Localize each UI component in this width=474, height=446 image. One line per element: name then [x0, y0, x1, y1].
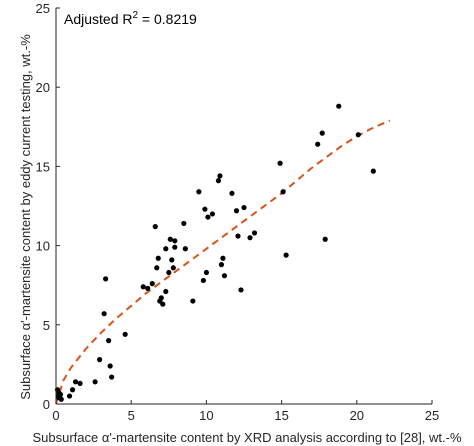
data-point — [170, 265, 176, 271]
y-tick-label: 5 — [43, 318, 50, 333]
y-tick-label: 25 — [36, 1, 50, 16]
data-point — [163, 246, 169, 252]
data-point — [283, 252, 289, 258]
data-point — [77, 380, 83, 387]
x-tick-label: 0 — [52, 408, 59, 423]
data-point — [220, 255, 226, 261]
data-point — [355, 132, 361, 138]
data-point — [155, 255, 161, 261]
data-point — [145, 285, 151, 291]
data-point — [277, 160, 283, 166]
data-points — [54, 103, 376, 402]
data-point — [235, 233, 241, 239]
data-point — [247, 235, 253, 241]
data-point — [140, 284, 146, 290]
x-tick-label: 25 — [425, 408, 439, 423]
data-point — [215, 178, 222, 184]
x-tick-label: 10 — [199, 408, 213, 423]
data-point — [229, 190, 235, 196]
data-point — [238, 287, 244, 293]
y-tick-label: 20 — [36, 80, 50, 95]
data-point — [158, 295, 164, 301]
data-point — [166, 269, 172, 276]
data-point — [315, 141, 321, 147]
r-squared-superscript: 2 — [132, 10, 138, 21]
data-point — [172, 244, 178, 250]
x-tick-label: 20 — [350, 408, 364, 423]
data-point — [241, 204, 247, 211]
data-point — [69, 387, 76, 393]
data-point — [182, 246, 188, 252]
data-point — [160, 301, 166, 307]
data-point — [280, 189, 286, 195]
data-point — [202, 206, 208, 212]
data-point — [154, 265, 160, 271]
x-tick-label: 5 — [128, 408, 135, 423]
y-tick-label: 10 — [36, 239, 50, 254]
r-squared-annotation: Adjusted R2 = 0.8219 — [64, 10, 197, 27]
data-point — [251, 230, 258, 236]
data-point — [92, 379, 98, 385]
data-point — [319, 130, 325, 136]
data-point — [181, 220, 187, 227]
x-tick-label: 15 — [274, 408, 288, 423]
data-point — [167, 236, 173, 242]
data-point — [322, 236, 328, 242]
data-point — [58, 396, 64, 402]
data-point — [172, 238, 178, 244]
x-axis-label: Subsurface α'-martensite content by XRD … — [32, 430, 462, 445]
data-point — [122, 331, 128, 337]
y-tick-label: 15 — [36, 159, 50, 174]
data-point — [72, 379, 79, 385]
data-point — [196, 189, 202, 195]
data-point — [336, 103, 342, 109]
data-point — [152, 223, 158, 230]
data-point — [169, 257, 175, 263]
data-point — [149, 281, 155, 287]
data-point — [109, 374, 115, 380]
data-point — [101, 311, 107, 317]
fit-curve — [55, 119, 391, 405]
data-point — [233, 208, 240, 214]
x-axis-ticks: 0 5 10 15 20 25 — [52, 400, 439, 423]
data-point — [218, 262, 225, 268]
r-squared-prefix: Adjusted R — [64, 11, 132, 27]
y-tick-label: 0 — [43, 397, 50, 412]
data-point — [370, 168, 376, 174]
data-point — [203, 269, 209, 276]
data-point — [217, 173, 223, 179]
data-point — [190, 298, 196, 304]
data-point — [200, 277, 206, 284]
data-point — [205, 214, 211, 220]
data-point — [66, 393, 73, 399]
data-point — [163, 288, 169, 295]
y-axis-ticks: 0 5 10 15 20 25 — [36, 1, 60, 412]
data-point — [107, 363, 113, 369]
r-squared-value: = 0.8219 — [138, 11, 197, 27]
data-point — [106, 338, 112, 344]
data-point — [97, 357, 103, 363]
y-axis-label: Subsurface α'-martensite content by eddy… — [18, 34, 33, 400]
data-point — [209, 211, 216, 217]
data-point — [103, 276, 109, 282]
data-point — [221, 273, 228, 279]
